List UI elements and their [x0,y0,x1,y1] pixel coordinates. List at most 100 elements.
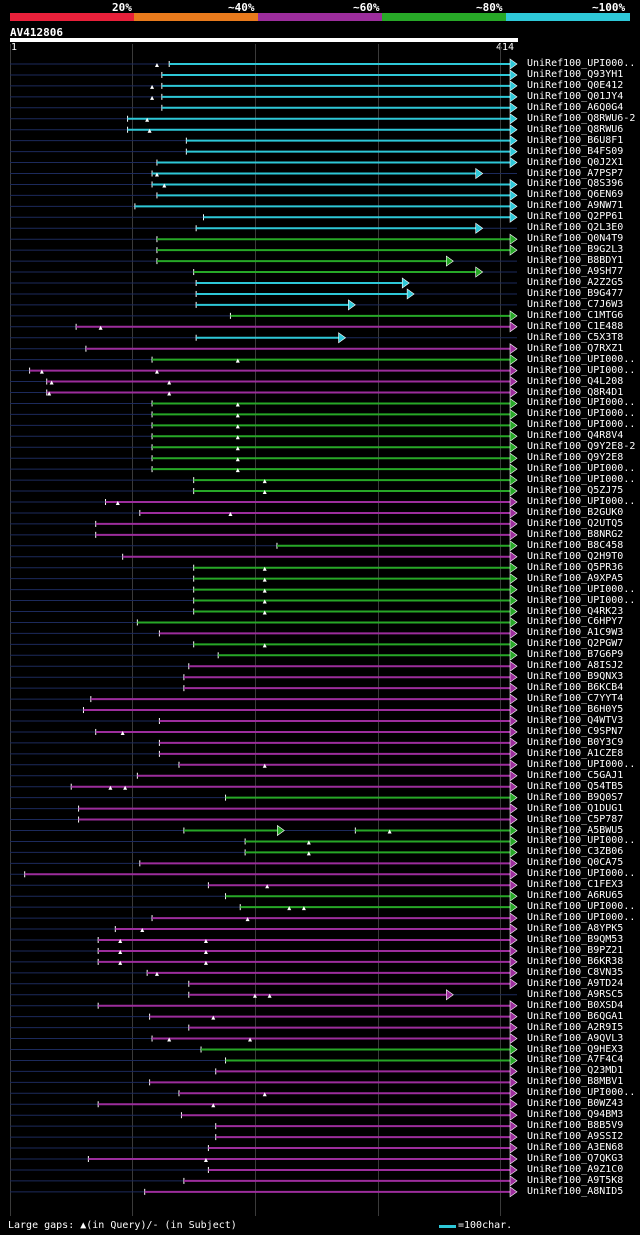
hit-label[interactable]: UniRef100_C6HPY7 [527,616,624,628]
hit-label[interactable]: UniRef100_B8NRG2 [527,528,624,540]
hit-label[interactable]: UniRef100_A2R9I5 [527,1021,624,1033]
hit-label[interactable]: UniRef100_UPI000.. [527,496,636,507]
hit-label[interactable]: UniRef100_A8ISJ2 [527,660,624,672]
hit-label[interactable]: UniRef100_UPI000.. [527,758,636,770]
hit-label[interactable]: UniRef100_Q4R8V4 [527,430,624,442]
hit-label[interactable]: UniRef100_Q4WTV3 [527,715,624,726]
hit-label[interactable]: UniRef100_A6RU65 [527,890,624,902]
hit-label[interactable]: UniRef100_C5X3T8 [527,331,624,343]
hit-label[interactable]: UniRef100_C7YYT4 [527,693,624,705]
hit-label[interactable]: UniRef100_C3ZB06 [527,846,624,858]
hit-label[interactable]: UniRef100_UPI000.. [527,474,636,486]
hit-label[interactable]: UniRef100_A9SH77 [527,266,624,278]
hit-label[interactable]: UniRef100_Q7RXZ1 [527,342,624,354]
hit-label[interactable]: UniRef100_UPI000.. [527,463,636,475]
hit-label[interactable]: UniRef100_C1FEX3 [527,879,624,891]
hit-label[interactable]: UniRef100_UPI000.. [527,364,636,376]
hit-label[interactable]: UniRef100_A9Z1C0 [527,1163,624,1175]
hit-label[interactable]: UniRef100_A2Z2G5 [527,277,624,288]
hit-label[interactable]: UniRef100_Q54TB5 [527,780,624,792]
hit-label[interactable]: UniRef100_Q7QKG3 [527,1153,624,1164]
hit-label[interactable]: UniRef100_Q8RWU6 [527,123,624,135]
hit-label[interactable]: UniRef100_A9NW71 [527,200,624,212]
hit-label[interactable]: UniRef100_Q4L208 [527,375,624,387]
hit-label[interactable]: UniRef100_B0XSD4 [527,999,624,1011]
hit-label[interactable]: UniRef100_A7PSP7 [527,167,624,179]
hit-label[interactable]: UniRef100_Q2PP61 [527,211,624,223]
hit-label[interactable]: UniRef100_UPI000.. [527,594,636,606]
hit-label[interactable]: UniRef100_B6H0Y5 [527,704,624,716]
hit-label[interactable]: UniRef100_Q2L3E0 [527,222,624,234]
hit-label[interactable]: UniRef100_B9G477 [527,287,624,299]
hit-label[interactable]: UniRef100_Q93YH1 [527,68,624,80]
hit-label[interactable]: UniRef100_Q0E412 [527,79,624,91]
hit-label[interactable]: UniRef100_Q5PR36 [527,561,624,573]
hit-label[interactable]: UniRef100_B8C458 [527,539,624,551]
hit-label[interactable]: UniRef100_Q8RWU6-2 [527,112,636,124]
hit-label[interactable]: UniRef100_Q9Y2E8-2 [527,441,636,453]
hit-label[interactable]: UniRef100_B4FS09 [527,145,624,157]
hit-label[interactable]: UniRef100_UPI000.. [527,583,636,595]
hit-label[interactable]: UniRef100_A9RSC5 [527,988,624,1000]
hit-label[interactable]: UniRef100_Q1DUG1 [527,802,624,814]
hit-label[interactable]: UniRef100_A3EN68 [527,1142,624,1154]
hit-label[interactable]: UniRef100_Q0J2X1 [527,156,624,168]
hit-label[interactable]: UniRef100_UPI000.. [527,901,636,913]
hit-label[interactable]: UniRef100_Q9HEX3 [527,1043,624,1055]
hit-label[interactable]: UniRef100_B0Y3C9 [527,736,624,748]
hit-label[interactable]: UniRef100_Q23MD1 [527,1065,624,1077]
hit-label[interactable]: UniRef100_B7G6P9 [527,649,624,661]
hit-label[interactable]: UniRef100_B6KCB4 [527,682,624,694]
hit-label[interactable]: UniRef100_Q01JY4 [527,90,624,102]
hit-label[interactable]: UniRef100_A9SSI2 [527,1131,624,1143]
hit-label[interactable]: UniRef100_Q8R4D1 [527,386,624,398]
hit-label[interactable]: UniRef100_Q9Y2E8 [527,452,624,464]
hit-label[interactable]: UniRef100_B6U8F1 [527,134,624,146]
hit-label[interactable]: UniRef100_B6QGA1 [527,1010,624,1022]
hit-label[interactable]: UniRef100_A9TD24 [527,977,624,989]
hit-label[interactable]: UniRef100_UPI000.. [527,58,636,69]
hit-label[interactable]: UniRef100_C9SPN7 [527,725,624,737]
hit-label[interactable]: UniRef100_A1CZE8 [527,747,624,759]
hit-label[interactable]: UniRef100_A6Q0G4 [527,101,624,113]
hit-label[interactable]: UniRef100_UPI000.. [527,408,636,420]
hit-label[interactable]: UniRef100_C5GAJ1 [527,769,624,781]
hit-label[interactable]: UniRef100_B0WZ43 [527,1098,624,1110]
hit-label[interactable]: UniRef100_UPI000.. [527,353,636,365]
hit-label[interactable]: UniRef100_B9PZ21 [527,944,624,956]
hit-label[interactable]: UniRef100_A9QVL3 [527,1032,624,1044]
hit-label[interactable]: UniRef100_A7F4C4 [527,1054,624,1066]
hit-label[interactable]: UniRef100_B8B5V9 [527,1120,624,1132]
hit-label[interactable]: UniRef100_B6KR38 [527,955,624,967]
hit-label[interactable]: UniRef100_Q8S396 [527,178,624,190]
hit-label[interactable]: UniRef100_A9T5K8 [527,1174,624,1186]
hit-label[interactable]: UniRef100_Q4RK23 [527,605,624,617]
hit-label[interactable]: UniRef100_UPI000.. [527,912,636,924]
hit-label[interactable]: UniRef100_Q2H9T0 [527,550,624,562]
hit-label[interactable]: UniRef100_Q0N4T9 [527,233,624,245]
hit-label[interactable]: UniRef100_Q2UTQ5 [527,517,624,529]
hit-label[interactable]: UniRef100_UPI000.. [527,835,636,847]
hit-label[interactable]: UniRef100_C1MTG6 [527,309,624,321]
hit-label[interactable]: UniRef100_A9XPA5 [527,572,624,584]
hit-label[interactable]: UniRef100_Q6EN69 [527,189,624,201]
hit-label[interactable]: UniRef100_A8NID5 [527,1185,624,1197]
hit-label[interactable]: UniRef100_A1C9W3 [527,627,624,639]
hit-label[interactable]: UniRef100_A5BWU5 [527,824,624,836]
hit-label[interactable]: UniRef100_UPI000.. [527,397,636,409]
hit-label[interactable]: UniRef100_C8VN35 [527,966,624,978]
hit-label[interactable]: UniRef100_UPI000.. [527,419,636,431]
hit-label[interactable]: UniRef100_Q5ZJ75 [527,485,624,497]
hit-label[interactable]: UniRef100_B9G2L3 [527,244,624,256]
hit-label[interactable]: UniRef100_Q2PGW7 [527,638,624,650]
hit-label[interactable]: UniRef100_B9QM53 [527,934,624,945]
hit-label[interactable]: UniRef100_Q0CA75 [527,857,624,869]
hit-label[interactable]: UniRef100_B8BDY1 [527,255,624,267]
hit-label[interactable]: UniRef100_UPI000.. [527,1087,636,1099]
hit-label[interactable]: UniRef100_B9Q0S7 [527,791,624,803]
hit-label[interactable]: UniRef100_Q94BM3 [527,1109,624,1121]
hit-label[interactable]: UniRef100_A8YPK5 [527,923,624,935]
hit-label[interactable]: UniRef100_UPI000.. [527,868,636,880]
hit-label[interactable]: UniRef100_B8MBV1 [527,1076,624,1088]
hit-label[interactable]: UniRef100_C7J6W3 [527,298,624,310]
